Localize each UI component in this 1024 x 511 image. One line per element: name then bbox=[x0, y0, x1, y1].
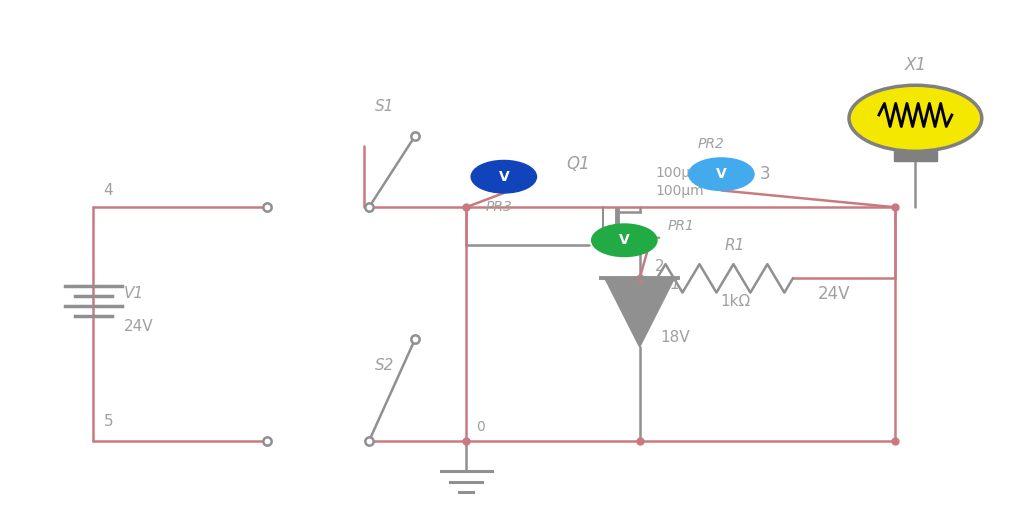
Text: 4: 4 bbox=[103, 182, 113, 198]
Text: 100μm: 100μm bbox=[655, 166, 703, 180]
Text: V: V bbox=[716, 167, 727, 181]
Text: S2: S2 bbox=[375, 358, 394, 373]
Circle shape bbox=[849, 85, 982, 151]
Text: 0: 0 bbox=[476, 420, 485, 434]
Text: 100μm: 100μm bbox=[655, 183, 703, 198]
Circle shape bbox=[592, 224, 657, 257]
Text: 3: 3 bbox=[760, 165, 771, 183]
Text: V: V bbox=[499, 170, 509, 184]
Circle shape bbox=[471, 160, 537, 193]
Text: PR3: PR3 bbox=[485, 200, 512, 214]
Text: 1kΩ: 1kΩ bbox=[720, 294, 751, 309]
Text: 24V: 24V bbox=[124, 319, 154, 334]
Text: S1: S1 bbox=[375, 99, 394, 113]
Text: 2: 2 bbox=[655, 259, 665, 274]
Text: PR2: PR2 bbox=[697, 137, 725, 151]
Text: V: V bbox=[618, 233, 630, 247]
Text: R1: R1 bbox=[725, 239, 745, 253]
Text: V1: V1 bbox=[124, 286, 144, 301]
Circle shape bbox=[689, 158, 754, 191]
Bar bbox=[894, 151, 937, 161]
Text: X1: X1 bbox=[904, 56, 927, 74]
Text: PR1: PR1 bbox=[668, 219, 694, 233]
Polygon shape bbox=[605, 278, 675, 347]
Text: D1: D1 bbox=[660, 276, 682, 292]
Text: 18V: 18V bbox=[660, 330, 690, 345]
Text: Q1: Q1 bbox=[566, 155, 590, 173]
Text: 5: 5 bbox=[103, 414, 113, 429]
Text: 24V: 24V bbox=[817, 285, 850, 303]
